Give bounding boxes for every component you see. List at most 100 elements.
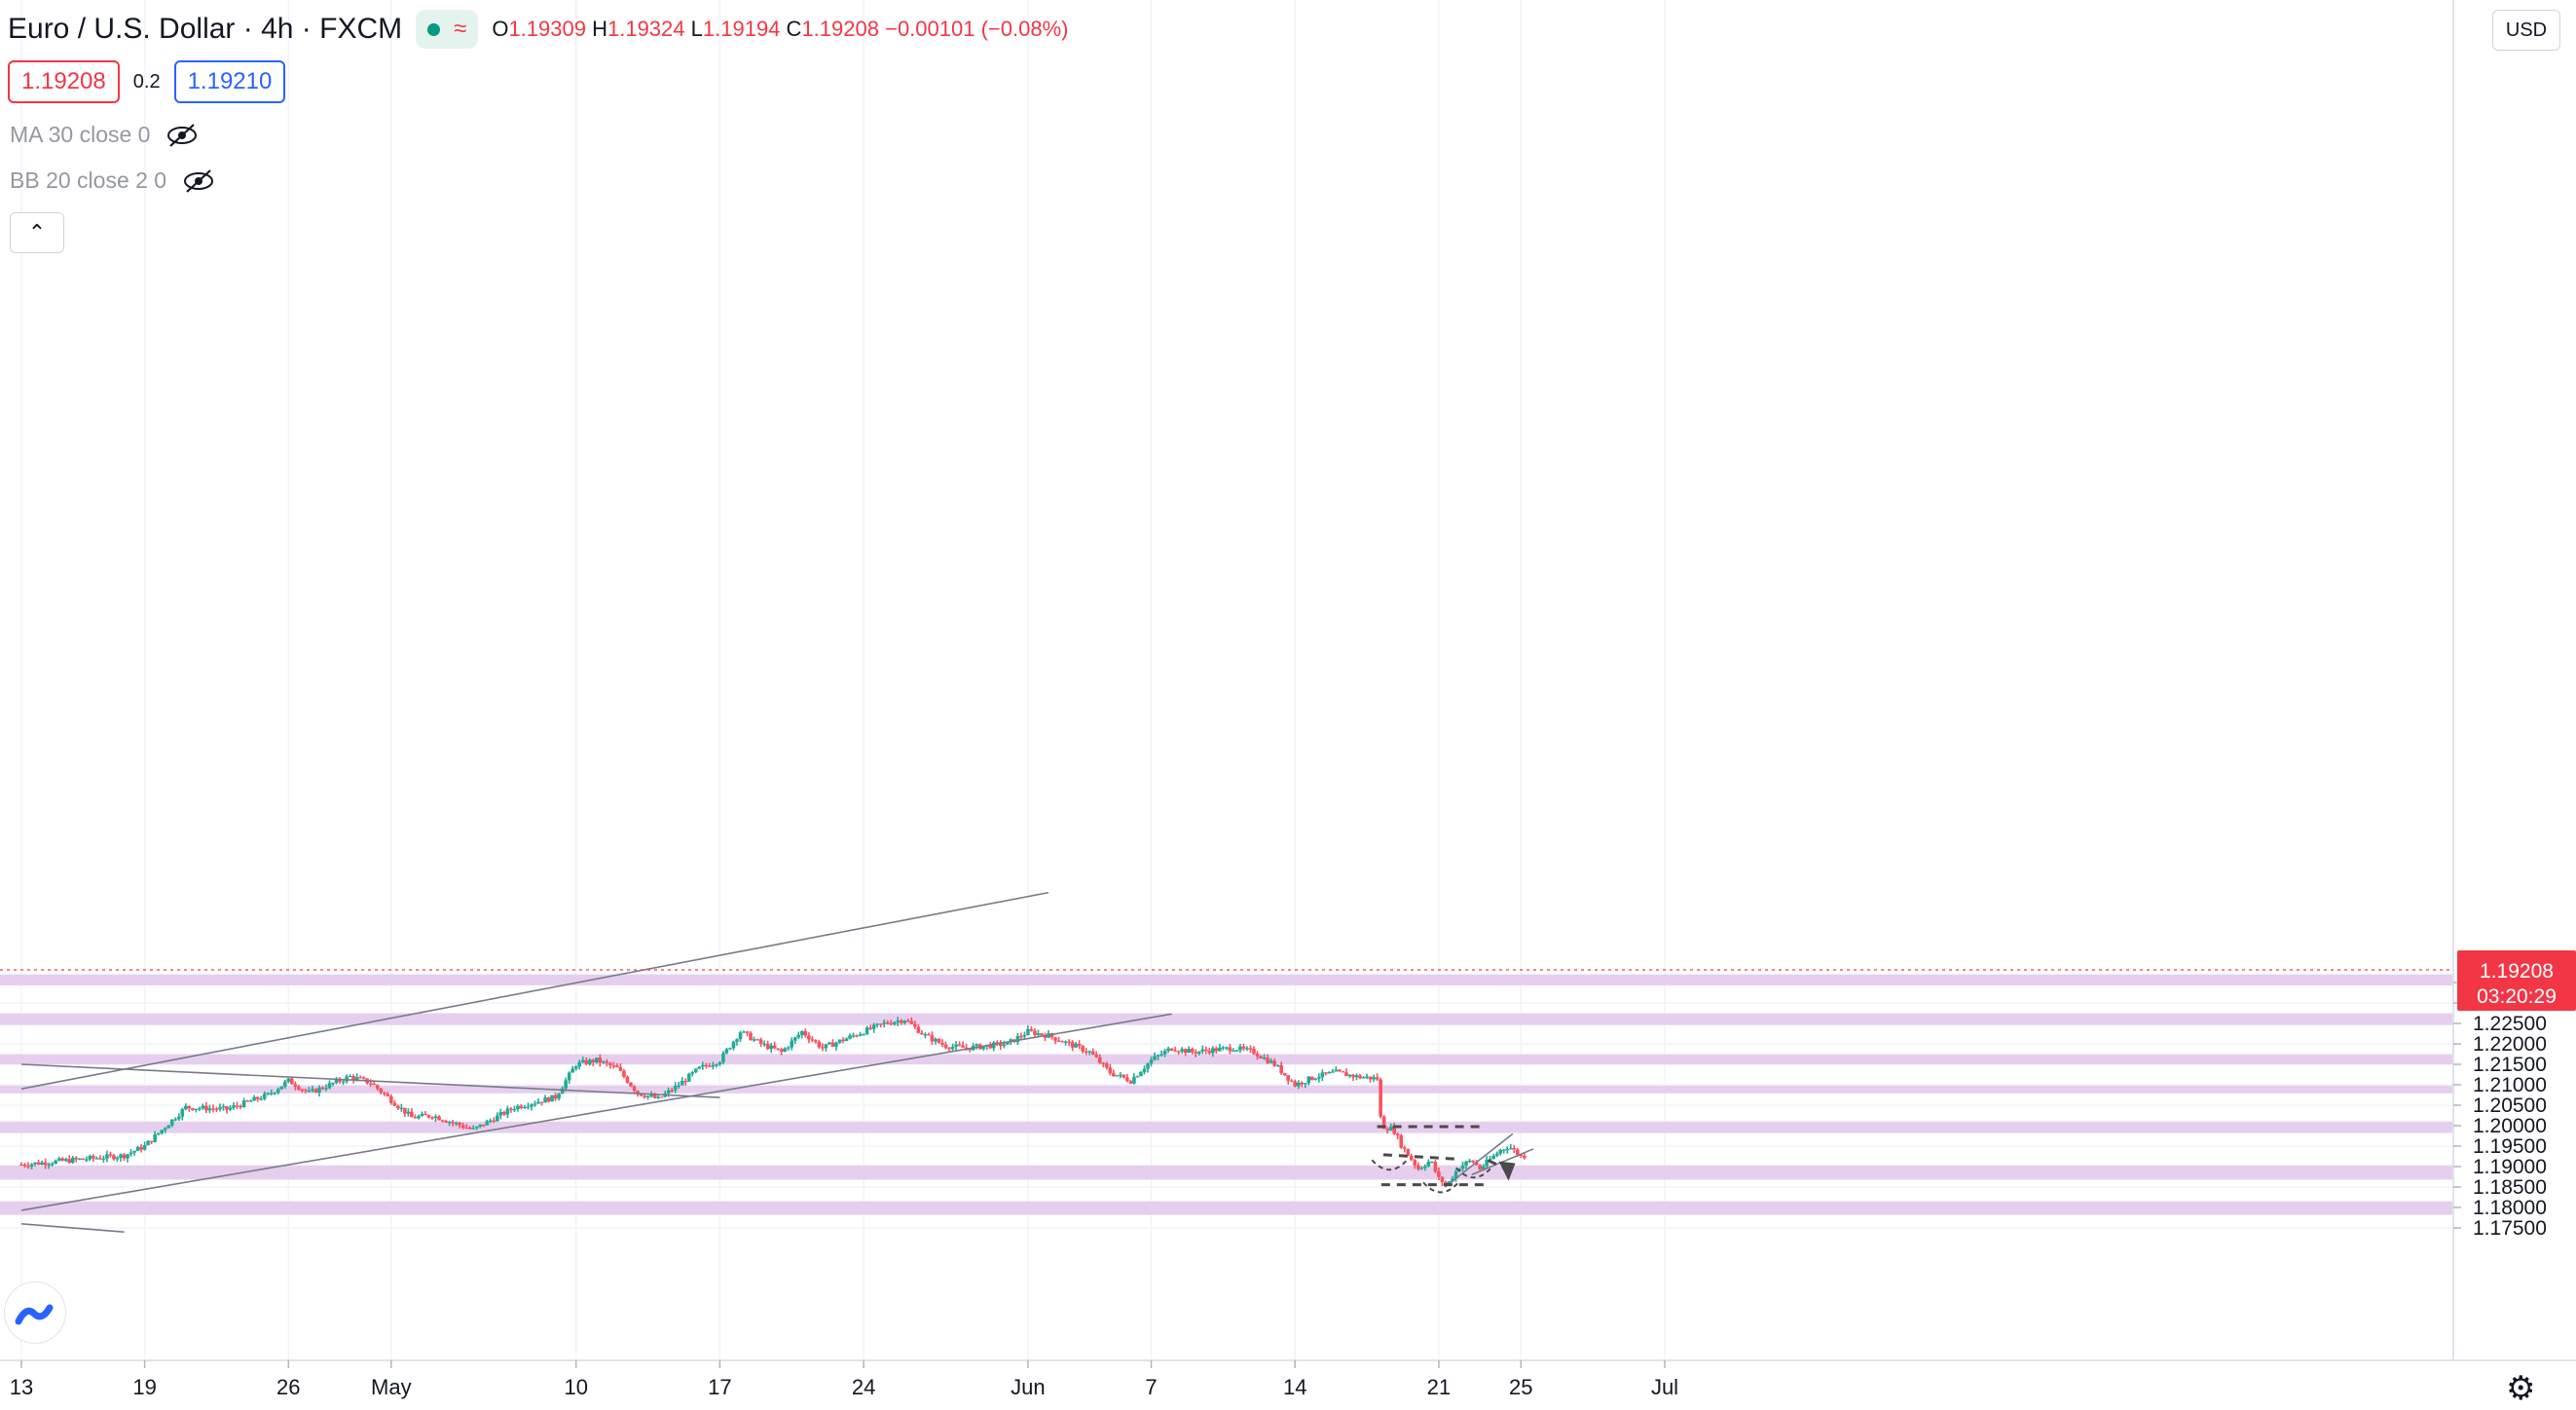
candle-body xyxy=(1207,1051,1212,1054)
zone-band xyxy=(0,1201,2453,1215)
candle-body xyxy=(496,1115,499,1122)
candle-body xyxy=(711,1064,716,1067)
eye-crossed-icon[interactable] xyxy=(166,123,199,148)
candle-body xyxy=(855,1035,859,1037)
candle-body xyxy=(169,1119,174,1126)
settings-gear-icon[interactable]: ⚙ xyxy=(2506,1370,2536,1407)
candle-body xyxy=(85,1159,89,1161)
candle-body xyxy=(1279,1065,1283,1074)
candle-body xyxy=(218,1107,222,1110)
candle-body xyxy=(1036,1033,1041,1035)
y-tick-label: 1.21500 xyxy=(2473,1054,2547,1076)
collapse-legend-button[interactable]: ⌃ xyxy=(10,212,64,253)
candle-body xyxy=(1128,1081,1133,1084)
currency-button[interactable]: USD xyxy=(2492,10,2560,51)
candle-body xyxy=(981,1046,985,1050)
candle-body xyxy=(485,1121,490,1126)
market-status[interactable]: ≈ xyxy=(416,10,479,49)
candle-body xyxy=(358,1077,362,1079)
eye-crossed-icon[interactable] xyxy=(182,168,215,194)
candle-body xyxy=(348,1075,352,1078)
buy-button[interactable]: 1.19210 xyxy=(173,60,286,103)
candle-body xyxy=(553,1095,558,1099)
candle-body xyxy=(937,1038,941,1043)
candle-body xyxy=(844,1038,849,1042)
candles xyxy=(19,1017,1527,1187)
candle-body xyxy=(615,1065,619,1068)
tradingview-logo[interactable] xyxy=(4,1281,66,1344)
candle-body xyxy=(1395,1133,1400,1136)
candle-body xyxy=(40,1162,44,1165)
candle-body xyxy=(122,1154,127,1159)
candle-body xyxy=(467,1127,472,1130)
candle-body xyxy=(386,1094,390,1096)
candle-body xyxy=(580,1059,585,1062)
candle-body xyxy=(991,1042,996,1049)
candle-body xyxy=(957,1044,962,1046)
x-tick-label: 25 xyxy=(1509,1375,1532,1399)
candle-body xyxy=(105,1154,109,1159)
candle-body xyxy=(119,1154,123,1158)
candle-body xyxy=(417,1116,421,1119)
candle-body xyxy=(375,1085,380,1090)
candle-body xyxy=(269,1093,274,1095)
candle-body xyxy=(557,1094,561,1099)
candle-body xyxy=(1365,1076,1369,1078)
candle-body xyxy=(1381,1116,1386,1130)
candle-body xyxy=(1252,1049,1256,1055)
candle-body xyxy=(1402,1147,1407,1149)
candle-body xyxy=(1022,1034,1027,1037)
y-tick-label: 1.20500 xyxy=(2473,1095,2547,1117)
candle-body xyxy=(1275,1065,1280,1067)
symbol-title[interactable]: Euro / U.S. Dollar · 4h · FXCM xyxy=(8,13,403,45)
candle-body xyxy=(1388,1127,1393,1131)
y-tick-label: 1.20000 xyxy=(2473,1115,2547,1137)
candle-body xyxy=(670,1090,674,1092)
candle-body xyxy=(266,1093,270,1095)
candle-body xyxy=(701,1064,705,1067)
candle-body xyxy=(1317,1077,1321,1079)
candle-body xyxy=(1211,1048,1215,1054)
candle-body xyxy=(63,1159,68,1161)
candle-body xyxy=(420,1113,424,1117)
candle-body xyxy=(173,1119,178,1121)
candle-body xyxy=(81,1158,86,1160)
candle-body xyxy=(304,1090,308,1092)
candle-body xyxy=(1338,1069,1342,1072)
candle-body xyxy=(693,1068,698,1073)
candle-body xyxy=(1347,1074,1352,1077)
candle-body xyxy=(286,1078,291,1082)
candle-body xyxy=(718,1062,722,1065)
candle-body xyxy=(1190,1049,1195,1053)
candle-body xyxy=(471,1128,475,1130)
candle-body xyxy=(1485,1159,1489,1167)
candle-body xyxy=(338,1079,342,1082)
candle-body xyxy=(605,1061,609,1063)
candle-body xyxy=(742,1031,746,1033)
candle-body xyxy=(498,1112,503,1116)
candle-body xyxy=(1101,1062,1106,1064)
candle-body xyxy=(906,1020,910,1022)
candle-body xyxy=(1108,1067,1113,1074)
zone-band xyxy=(0,1121,2453,1133)
candle-body xyxy=(454,1123,459,1125)
indicator-ma[interactable]: MA 30 close 0 xyxy=(10,122,199,148)
candle-body xyxy=(1433,1162,1438,1172)
candle-body xyxy=(964,1047,969,1049)
candle-body xyxy=(47,1164,51,1166)
zone-band xyxy=(0,1165,2453,1180)
indicator-bb[interactable]: BB 20 close 2 0 xyxy=(10,167,215,194)
sell-button[interactable]: 1.19208 xyxy=(8,60,120,103)
candle-body xyxy=(98,1158,102,1160)
candle-body xyxy=(1426,1162,1431,1167)
candle-body xyxy=(481,1124,486,1127)
candle-body xyxy=(1519,1154,1524,1157)
candle-body xyxy=(645,1095,650,1097)
candle-body xyxy=(708,1065,712,1067)
candle-body xyxy=(153,1134,157,1142)
candle-body xyxy=(1327,1071,1332,1074)
candle-body xyxy=(889,1023,894,1025)
candle-body xyxy=(142,1145,147,1150)
